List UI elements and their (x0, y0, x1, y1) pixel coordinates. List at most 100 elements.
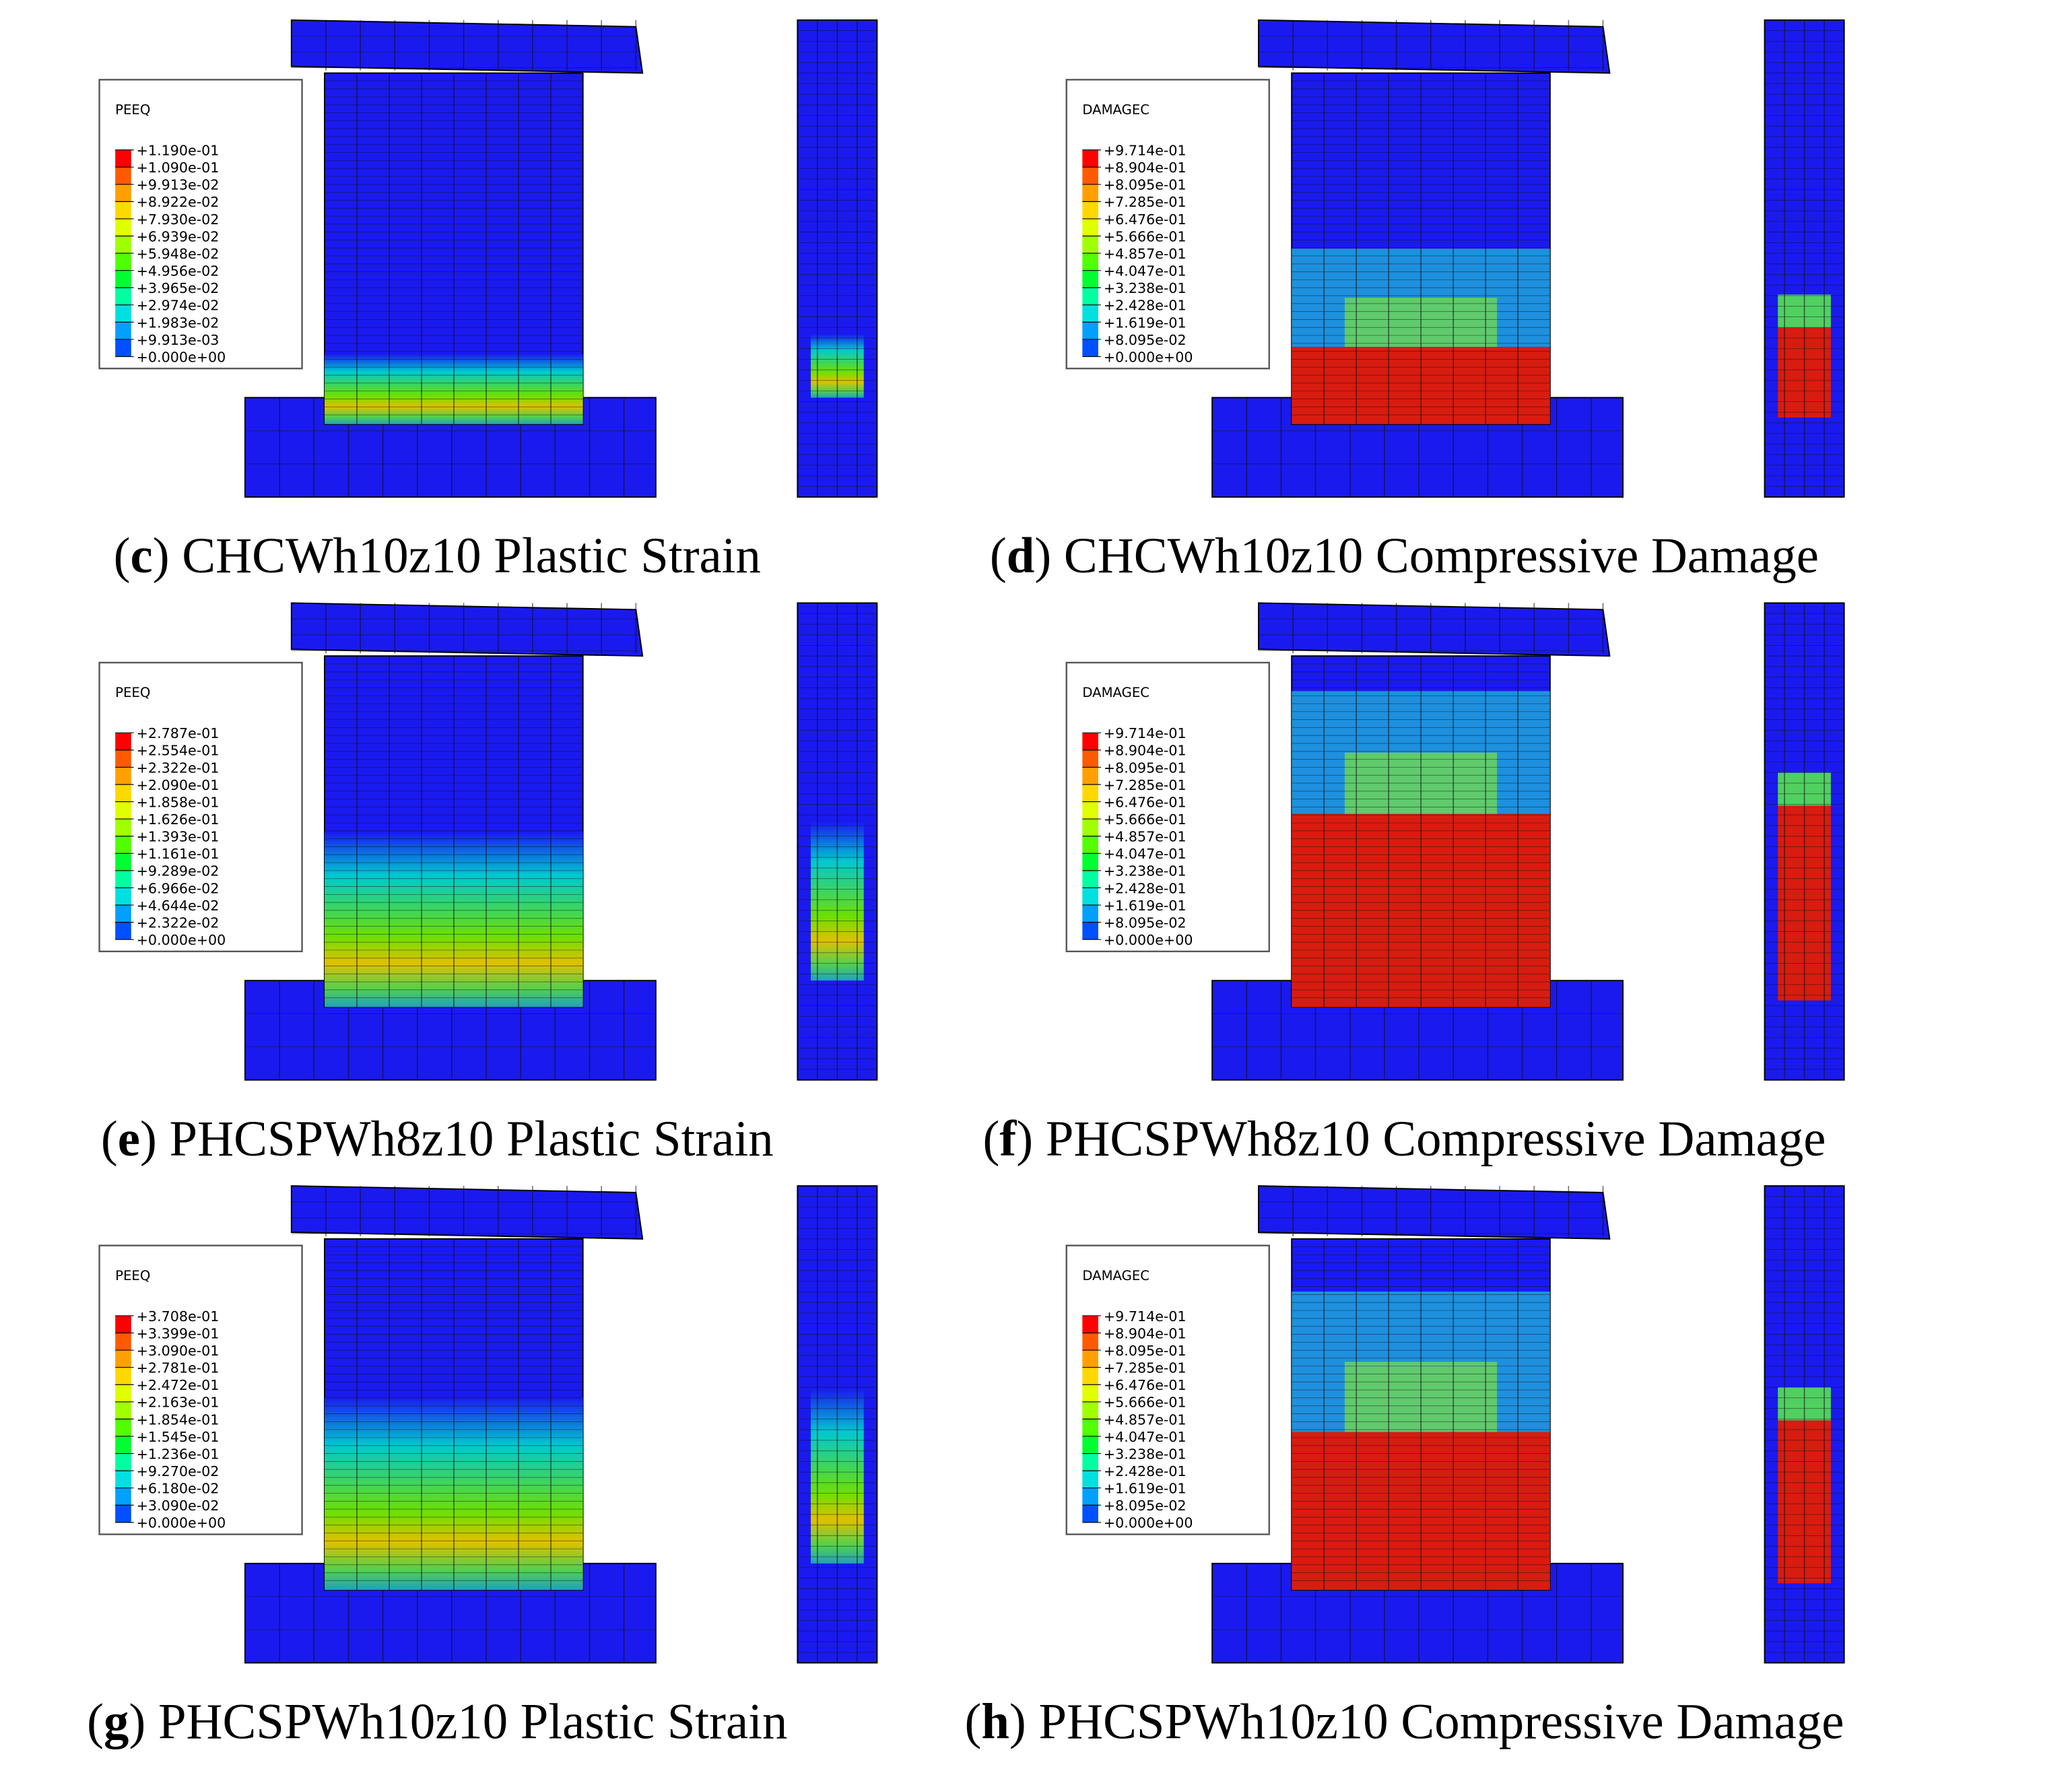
legend-value: +2.781e-01 (137, 1360, 220, 1376)
legend-swatch (115, 870, 131, 888)
legend-title: DAMAGEC (1082, 685, 1149, 700)
caption-open: ( (964, 1694, 981, 1750)
legend-value: +2.472e-01 (137, 1377, 220, 1393)
caption-letter: c (131, 528, 153, 584)
legend-swatch (1082, 905, 1098, 923)
legend-value: +4.047e-01 (1104, 846, 1187, 862)
caption-text: ) CHCWh10z10 Plastic Strain (153, 528, 761, 584)
legend-value: +0.000e+00 (137, 932, 226, 948)
legend-swatch (115, 1487, 131, 1506)
legend-value: +2.428e-01 (1104, 1463, 1187, 1479)
top-cap (1258, 19, 1611, 74)
legend-value: +3.238e-01 (1104, 863, 1187, 879)
legend-value: +8.095e-01 (1104, 177, 1187, 193)
legend-swatch (1082, 270, 1098, 288)
caption: (g) PHCSPWh10z10 Plastic Strain (87, 1694, 787, 1750)
legend-value: +1.983e-02 (137, 314, 220, 331)
caption-text: ) CHCWh10z10 Compressive Damage (1034, 528, 1819, 584)
legend-value: +8.095e-01 (1104, 1343, 1187, 1359)
legend-box (98, 1244, 303, 1535)
legend-value: +1.393e-01 (137, 829, 220, 845)
legend-title: PEEQ (115, 1268, 150, 1283)
legend-swatch (1082, 1384, 1098, 1402)
legend-value: +1.858e-01 (137, 794, 220, 810)
legend-box (1065, 79, 1270, 370)
legend-value: +7.285e-01 (1104, 194, 1187, 210)
legend-swatch (1082, 922, 1098, 940)
legend-swatch (1082, 184, 1098, 202)
legend-swatch (1082, 1436, 1098, 1454)
legend-title: DAMAGEC (1082, 102, 1149, 118)
legend-value: +0.000e+00 (1104, 1515, 1193, 1531)
legend-swatch (115, 184, 131, 202)
caption-letter: f (999, 1111, 1017, 1167)
caption: (d) CHCWh10z10 Compressive Damage (990, 528, 1819, 584)
legend-swatch (115, 339, 131, 357)
legend-value: +3.238e-01 (1104, 1446, 1187, 1462)
legend-value: +1.236e-01 (137, 1446, 220, 1462)
legend-value: +0.000e+00 (1104, 932, 1193, 948)
legend-swatch (1082, 1487, 1098, 1506)
legend-value: +4.857e-01 (1104, 246, 1187, 262)
legend-value: +1.626e-01 (137, 811, 220, 828)
legend-swatch (115, 836, 131, 854)
legend-value: +2.163e-01 (137, 1395, 220, 1411)
panel: DAMAGEC+9.714e-01+8.904e-01+8.095e-01+7.… (990, 19, 1845, 584)
legend-swatch (1082, 819, 1098, 836)
legend-swatch (115, 270, 131, 288)
legend-swatch (115, 1315, 131, 1333)
legend-swatch (1082, 304, 1098, 323)
legend-value: +9.913e-02 (137, 177, 220, 193)
legend-swatch (1082, 288, 1098, 305)
caption-letter: e (118, 1111, 140, 1167)
top-cap (1258, 1185, 1611, 1240)
legend-value: +3.399e-01 (137, 1325, 220, 1341)
caption: (e) PHCSPWh8z10 Plastic Strain (101, 1111, 774, 1167)
legend-swatch (115, 1350, 131, 1368)
legend-swatch (115, 1333, 131, 1351)
legend-value: +5.666e-01 (1104, 1395, 1187, 1411)
legend-swatch (1082, 149, 1098, 168)
legend-value: +6.476e-01 (1104, 794, 1187, 810)
legend-title: DAMAGEC (1082, 1268, 1149, 1283)
legend-swatch (1082, 201, 1098, 219)
legend-value: +0.000e+00 (137, 1515, 226, 1531)
panel: PEEQ +1.190e-01+1.090e-01+9.913e-02+8.922… (98, 19, 878, 584)
top-cap (290, 1185, 644, 1240)
panel: PEEQ +3.708e-01+3.399e-01 +3.090e-01+2.781… (87, 1185, 878, 1750)
legend-swatch (115, 1436, 131, 1454)
legend-value: +1.619e-01 (1104, 1481, 1187, 1497)
legend-swatch (115, 236, 131, 254)
legend-swatch (1082, 1505, 1098, 1523)
legend-swatch (1082, 853, 1098, 871)
legend-value: +9.913e-03 (137, 332, 220, 348)
legend-swatch (115, 149, 131, 168)
legend-value: +4.857e-01 (1104, 1411, 1187, 1428)
legend-value: +2.554e-01 (137, 743, 220, 759)
legend-swatch (1082, 167, 1098, 185)
legend-title: PEEQ (115, 102, 150, 118)
legend-value: +4.956e-02 (137, 263, 220, 279)
legend-value: +1.161e-01 (137, 846, 220, 862)
legend-value: +9.714e-01 (1104, 143, 1187, 159)
legend-box (1065, 1244, 1270, 1535)
legend-swatch (1082, 1471, 1098, 1488)
legend-box (98, 661, 303, 953)
legend-value: +2.322e-01 (137, 760, 220, 776)
legend-value: +7.930e-02 (137, 211, 220, 228)
legend-value: +1.619e-01 (1104, 898, 1187, 914)
legend-swatch (115, 767, 131, 785)
panel: DAMAGEC+9.714e-01+8.904e-01+8.095e-01+7.… (964, 1185, 1845, 1750)
legend-swatch (1082, 253, 1098, 271)
legend-value: +8.095e-02 (1104, 914, 1187, 931)
legend-swatch (115, 167, 131, 185)
legend-swatch (115, 1419, 131, 1436)
legend-swatch (115, 905, 131, 923)
caption-open: ( (990, 528, 1007, 584)
caption: (f) PHCSPWh8z10 Compressive Damage (982, 1111, 1826, 1167)
legend-value: +4.047e-01 (1104, 1429, 1187, 1445)
legend-value: +8.095e-01 (1104, 760, 1187, 776)
legend-value: +1.190e-01 (137, 143, 220, 159)
legend-swatch (1082, 733, 1098, 750)
